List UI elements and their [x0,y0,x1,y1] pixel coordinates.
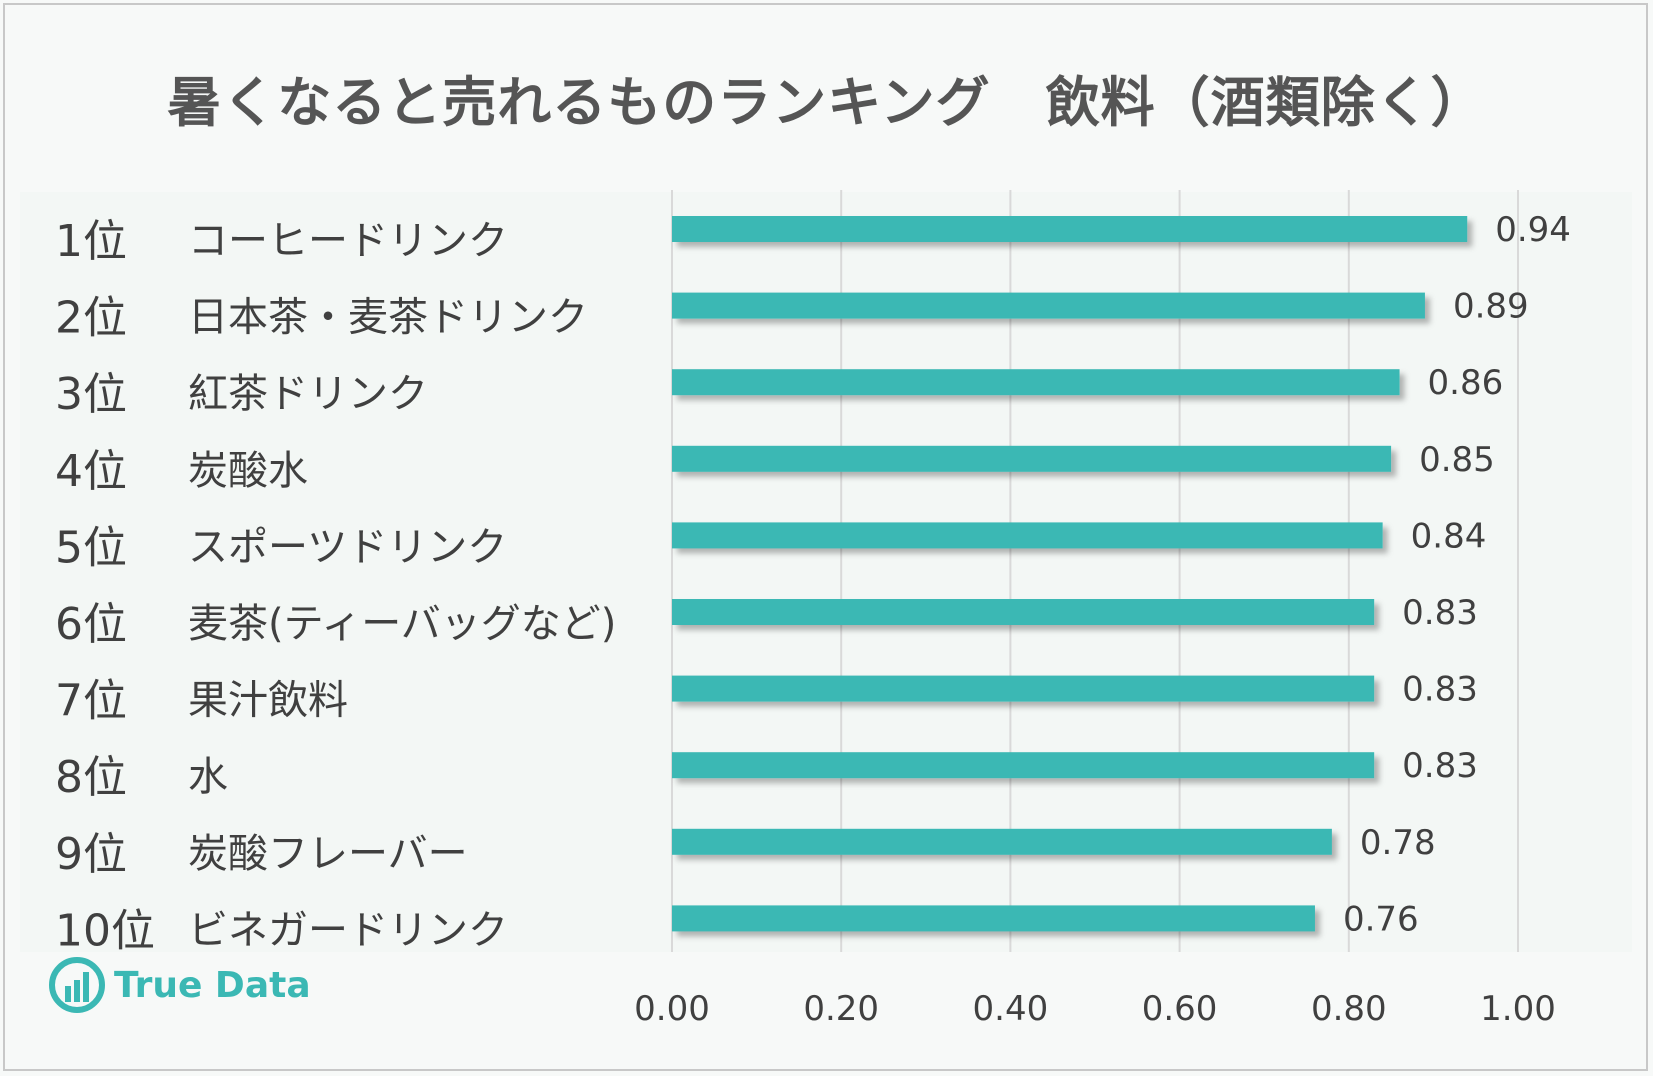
rank-label: 8位 [55,752,127,803]
rank-label: 3位 [55,369,127,420]
rank-label: 4位 [55,446,127,497]
category-label: 麦茶(ティーバッグなど) [188,601,616,647]
bar [672,445,1392,472]
rank-label: 5位 [55,522,127,573]
rank-label: 7位 [55,676,127,727]
x-tick-label: 0.40 [973,989,1049,1029]
chart-title: 暑くなると売れるものランキング 飲料（酒類除く） [167,71,1486,134]
rank-label: 9位 [55,829,127,880]
bar [672,752,1375,779]
data-label: 0.94 [1495,210,1571,250]
data-label: 0.78 [1360,823,1436,863]
category-label: 果汁飲料 [188,678,348,724]
bar [672,292,1425,319]
logo-text: True Data [114,964,311,1006]
data-label: 0.85 [1419,440,1495,480]
x-tick-label: 0.00 [634,989,710,1029]
bar [672,522,1383,549]
category-label: 日本茶・麦茶ドリンク [188,295,588,341]
bar [672,905,1315,932]
bars [672,216,1468,932]
data-label: 0.89 [1453,287,1529,327]
bar [672,216,1468,242]
category-label: コーヒードリンク [188,218,508,264]
category-label: 炭酸フレーバー [188,831,468,877]
category-label: 炭酸水 [188,448,308,494]
data-label: 0.84 [1411,516,1487,556]
data-label: 0.76 [1343,899,1419,939]
data-label: 0.83 [1402,746,1478,786]
x-tick-label: 0.20 [803,989,879,1029]
x-tick-label: 1.00 [1480,989,1556,1029]
category-label: ビネガードリンク [188,907,508,953]
x-tick-label: 0.60 [1142,989,1218,1029]
data-label: 0.86 [1428,363,1504,403]
rank-label: 1位 [55,216,127,267]
true-data-logo: True Data [48,955,311,1015]
category-label: 水 [188,754,228,800]
bar [672,599,1375,625]
bar [672,369,1400,396]
true-data-logo-icon [49,957,105,1013]
category-label: 紅茶ドリンク [188,371,428,417]
x-tick-label: 0.80 [1311,989,1387,1029]
category-label: スポーツドリンク [188,524,507,570]
rank-label: 10位 [55,905,155,956]
rank-label: 2位 [55,293,127,344]
labels: 0.00 0.20 0.40 0.60 0.80 1.00 0.94 1位 コーヒードリンク 0.… [55,210,1571,1029]
bar [672,675,1375,702]
data-label: 0.83 [1402,593,1478,633]
plot-area [20,192,1632,952]
rank-label: 6位 [55,599,127,650]
bar [672,828,1332,855]
data-label: 0.83 [1402,670,1478,710]
